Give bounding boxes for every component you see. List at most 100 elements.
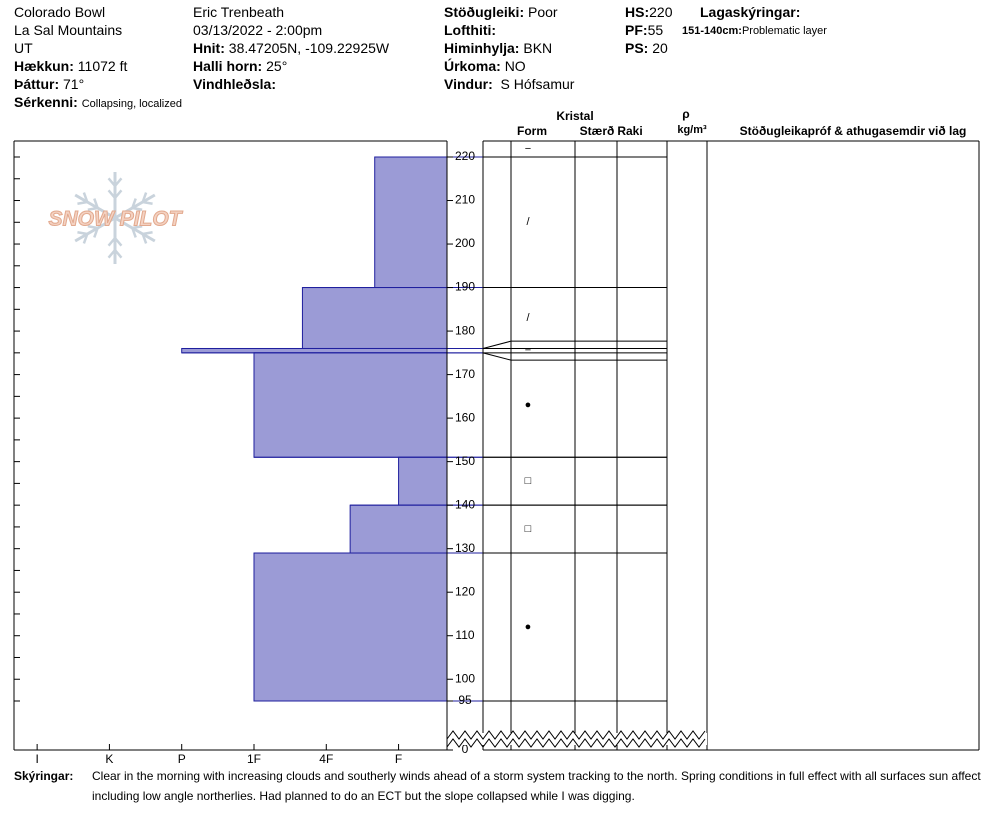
grain-form: /	[526, 312, 530, 324]
table-header: kg/m³	[677, 124, 707, 136]
value: 20	[652, 40, 668, 56]
location: Colorado Bowl	[14, 4, 106, 20]
y-tick-label: 100	[455, 671, 475, 685]
label: Halli horn:	[193, 58, 263, 74]
logo-flake	[77, 200, 88, 205]
layer-note: 151-140cm:Problematic layer	[682, 22, 827, 40]
logo-flake	[141, 233, 148, 244]
elevation: Hækkun: 11072 ft	[14, 57, 127, 75]
hardness-bar	[398, 456, 448, 506]
logo-flake	[141, 192, 148, 203]
hs: HS:220	[625, 3, 672, 21]
logo-flake	[114, 216, 156, 243]
logo-flake	[107, 189, 116, 199]
observer: Eric Trenbeath	[193, 4, 285, 20]
x-tick-label: I	[35, 752, 38, 766]
layer-connector	[482, 352, 512, 361]
y-tick-label: 210	[455, 193, 475, 207]
logo-flake	[142, 231, 153, 236]
grain-form: □	[525, 475, 532, 487]
grain-form: ●	[525, 621, 532, 633]
hardness-bar	[253, 552, 448, 702]
logo-flake	[107, 249, 116, 259]
logo-flake	[107, 237, 116, 247]
y-tick-label: 160	[455, 410, 475, 424]
note: Problematic layer	[741, 25, 827, 37]
y-tick-label: 130	[455, 541, 475, 555]
label: Hækkun:	[14, 58, 74, 74]
y-tick-label: 110	[455, 628, 474, 642]
features: Sérkenni: Collapsing, localized	[14, 93, 182, 113]
logo-flake	[82, 192, 89, 203]
logo-flake	[114, 193, 156, 220]
label: Vindhleðsla:	[193, 76, 276, 92]
x-tick-label: P	[178, 752, 186, 766]
logo-flake	[131, 227, 137, 238]
logo-flake	[82, 233, 89, 244]
hardness-bar	[253, 352, 448, 458]
label: Hnit:	[193, 40, 225, 56]
logo-flake	[114, 177, 123, 187]
value: 38.47205N, -109.22925W	[228, 40, 390, 56]
grain-form: −	[525, 345, 531, 357]
x-tick-label: F	[395, 752, 402, 766]
label: Lagaskýringar:	[700, 4, 801, 20]
value: 25°	[266, 58, 288, 74]
value: S Hófsamur	[500, 76, 575, 92]
logo-flake	[132, 206, 143, 211]
logo-flake	[77, 231, 88, 236]
stability: Stöðugleiki: Poor	[444, 3, 558, 21]
logo: SNOW PILOT	[49, 208, 184, 231]
break-gap	[448, 733, 707, 745]
value: Collapsing, localized	[81, 98, 182, 110]
logo-flake	[93, 227, 99, 238]
layer-notes-title: Lagaskýringar:	[700, 3, 800, 21]
value: 220	[649, 4, 673, 20]
comments: Clear in the morning with increasing clo…	[92, 769, 981, 803]
label: Úrkoma:	[444, 58, 501, 74]
label: Sérkenni:	[14, 94, 78, 110]
label: PF:	[625, 22, 648, 38]
label: HS:	[625, 4, 650, 20]
y-tick-label: 95	[458, 693, 472, 707]
range: 151-140cm:	[682, 25, 742, 37]
y-tick-label: 200	[455, 236, 475, 250]
break-line	[446, 738, 706, 748]
grain-form: □	[525, 523, 532, 535]
value: BKN	[523, 40, 553, 56]
hardness-bar	[349, 504, 448, 554]
y-tick-label: 190	[455, 280, 475, 294]
sky: Himinhylja: BKN	[444, 39, 552, 57]
value: 71°	[63, 76, 85, 92]
precip: Úrkoma: NO	[444, 57, 526, 75]
surface-form: −	[525, 143, 531, 155]
grain-form: ●	[525, 399, 532, 411]
slope: Halli horn: 25°	[193, 57, 287, 75]
logo-flake	[74, 193, 116, 220]
aspect: Þáttur: 71°	[14, 75, 84, 93]
logo-flake	[131, 198, 137, 209]
logo-flake	[114, 237, 123, 247]
hardness-bar	[374, 156, 448, 289]
ps: PS: 20	[625, 39, 668, 57]
y-tick-label: 150	[455, 454, 475, 468]
hardness-bar	[181, 347, 448, 354]
label: Himinhylja:	[444, 40, 520, 56]
logo-flake	[93, 198, 99, 209]
label: Lofthiti:	[444, 22, 497, 38]
value: Poor	[528, 4, 558, 20]
layer-connector	[482, 340, 512, 349]
comments-label: Skýringar:	[14, 769, 74, 783]
y-tick-label: 120	[455, 584, 475, 598]
label: Þáttur:	[14, 76, 60, 92]
logo-flake	[132, 225, 143, 230]
table-header: Stærð	[580, 124, 615, 138]
air-temp: Lofthiti:	[444, 21, 496, 39]
datetime: 03/13/2022 - 2:00pm	[193, 22, 323, 38]
table-header: Kristal	[556, 109, 593, 123]
break-line	[446, 730, 706, 740]
coords: Hnit: 38.47205N, -109.22925W	[193, 39, 389, 57]
y-tick-label: 140	[455, 497, 475, 511]
